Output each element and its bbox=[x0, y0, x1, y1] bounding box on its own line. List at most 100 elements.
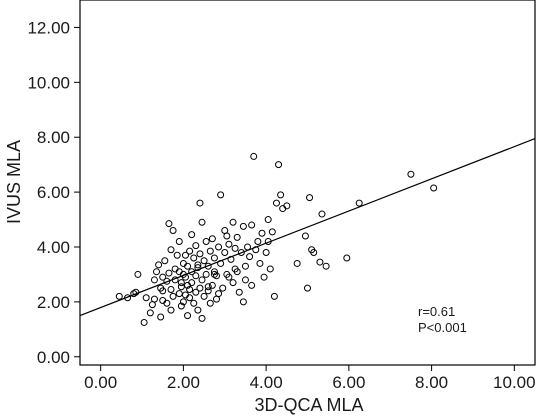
data-point bbox=[244, 243, 252, 251]
data-point bbox=[181, 251, 189, 259]
data-point bbox=[198, 218, 206, 226]
data-point bbox=[124, 294, 132, 302]
data-point bbox=[235, 288, 243, 296]
data-point bbox=[132, 288, 140, 296]
data-point bbox=[188, 279, 196, 287]
data-point bbox=[140, 318, 148, 326]
data-point bbox=[237, 248, 245, 256]
data-point bbox=[165, 220, 173, 228]
data-point bbox=[184, 312, 192, 320]
data-point bbox=[306, 194, 314, 202]
y-tick-label: 0.00 bbox=[37, 348, 70, 367]
data-point bbox=[169, 292, 177, 300]
data-point bbox=[175, 238, 183, 246]
data-point bbox=[115, 292, 123, 300]
data-point bbox=[270, 292, 278, 300]
data-point bbox=[262, 248, 270, 256]
data-point bbox=[275, 161, 283, 169]
data-point bbox=[283, 202, 291, 210]
data-point bbox=[219, 284, 227, 292]
y-axis: 0.00 2.00 4.00 6.00 8.00 10.00 12.00 bbox=[27, 18, 80, 367]
data-point bbox=[188, 231, 196, 239]
data-point bbox=[159, 287, 167, 295]
data-point bbox=[169, 227, 177, 235]
data-point bbox=[173, 251, 181, 259]
data-point bbox=[196, 199, 204, 207]
data-point bbox=[130, 290, 138, 298]
data-point bbox=[163, 277, 171, 285]
data-point bbox=[157, 313, 165, 321]
data-point bbox=[260, 273, 268, 281]
data-point bbox=[250, 152, 258, 160]
y-axis-title: IVUS MLA bbox=[4, 140, 24, 224]
data-point bbox=[246, 253, 254, 261]
x-axis: 0.00 2.00 4.00 6.00 8.00 10.00 bbox=[84, 365, 536, 392]
data-point bbox=[217, 259, 225, 267]
data-point bbox=[167, 246, 175, 254]
data-point bbox=[221, 248, 229, 256]
data-point bbox=[204, 287, 212, 295]
y-tick-label: 2.00 bbox=[37, 293, 70, 312]
data-point bbox=[167, 306, 175, 314]
data-point bbox=[202, 238, 210, 246]
data-point bbox=[202, 270, 210, 278]
data-point bbox=[241, 262, 249, 270]
data-point bbox=[200, 292, 208, 300]
x-tick-label: 10.00 bbox=[493, 373, 536, 392]
data-point bbox=[208, 281, 216, 289]
data-point bbox=[177, 302, 185, 310]
data-point bbox=[188, 268, 196, 276]
x-tick-label: 4.00 bbox=[250, 373, 283, 392]
data-point bbox=[192, 288, 200, 296]
data-point bbox=[215, 290, 223, 298]
x-tick-label: 2.00 bbox=[167, 373, 200, 392]
data-point bbox=[277, 191, 285, 199]
data-point bbox=[310, 248, 318, 256]
data-point bbox=[196, 250, 204, 258]
data-point bbox=[206, 247, 214, 255]
data-point bbox=[186, 294, 194, 302]
data-point bbox=[204, 283, 212, 291]
data-point bbox=[254, 238, 262, 246]
data-point bbox=[171, 276, 179, 284]
data-point bbox=[304, 284, 311, 292]
x-tick-label: 8.00 bbox=[415, 373, 448, 392]
r-value-annotation: r=0.61 bbox=[418, 304, 455, 319]
data-point bbox=[241, 276, 249, 284]
data-point bbox=[167, 286, 175, 294]
y-tick-label: 4.00 bbox=[37, 238, 70, 257]
data-point bbox=[316, 258, 324, 266]
data-point bbox=[155, 261, 163, 269]
y-tick-label: 12.00 bbox=[27, 18, 70, 37]
data-point bbox=[217, 191, 225, 199]
data-point bbox=[215, 243, 223, 251]
data-point bbox=[190, 254, 198, 262]
data-point bbox=[190, 299, 198, 307]
data-point bbox=[194, 264, 202, 272]
data-point bbox=[184, 262, 192, 270]
data-point bbox=[186, 247, 194, 255]
data-point bbox=[198, 276, 206, 284]
data-point bbox=[268, 228, 276, 236]
data-point bbox=[266, 265, 274, 273]
data-point bbox=[407, 170, 415, 178]
x-tick-label: 6.00 bbox=[332, 373, 365, 392]
data-point bbox=[210, 268, 218, 276]
data-point bbox=[159, 273, 167, 281]
data-point bbox=[210, 254, 218, 262]
data-point bbox=[343, 254, 351, 262]
data-point bbox=[177, 279, 185, 287]
data-point bbox=[256, 259, 264, 267]
data-point bbox=[206, 299, 214, 307]
data-point bbox=[239, 298, 247, 306]
y-tick-label: 6.00 bbox=[37, 183, 70, 202]
p-value-annotation: P<0.001 bbox=[418, 320, 467, 335]
data-point bbox=[179, 298, 187, 306]
data-point bbox=[181, 273, 189, 281]
data-point bbox=[194, 306, 202, 314]
data-point bbox=[258, 229, 266, 237]
data-point bbox=[150, 295, 158, 303]
x-tick-label: 0.00 bbox=[84, 373, 117, 392]
data-point bbox=[233, 268, 241, 276]
